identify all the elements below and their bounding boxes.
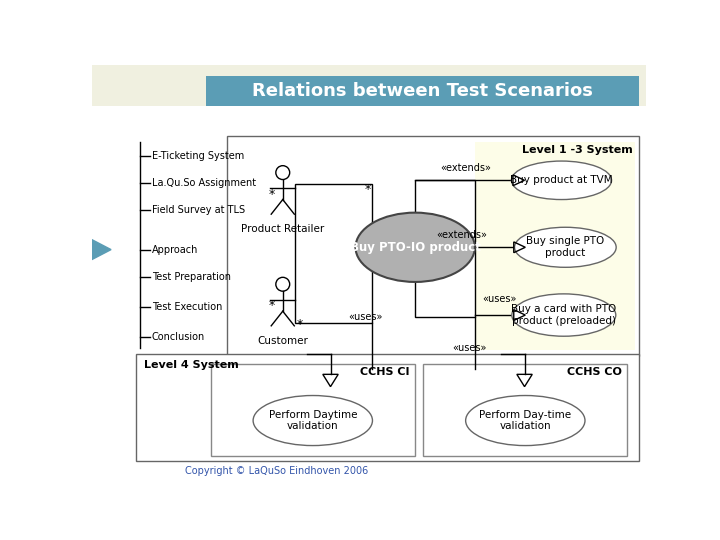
Text: Test Preparation: Test Preparation xyxy=(152,272,231,281)
Bar xyxy=(295,184,372,323)
Text: Conclusion: Conclusion xyxy=(152,332,205,342)
Text: Test Execution: Test Execution xyxy=(152,302,222,312)
Text: Level 4 System: Level 4 System xyxy=(144,360,239,370)
Text: La.Qu.So Assignment: La.Qu.So Assignment xyxy=(152,178,256,187)
Bar xyxy=(137,354,639,461)
Text: «extends»: «extends» xyxy=(436,231,487,240)
Text: *: * xyxy=(269,299,275,312)
Text: Level 1 -3 System: Level 1 -3 System xyxy=(523,145,633,155)
Bar xyxy=(475,142,634,350)
Text: CCHS CO: CCHS CO xyxy=(567,367,621,376)
Text: Relations between Test Scenarios: Relations between Test Scenarios xyxy=(252,82,593,100)
Text: Perform Daytime
validation: Perform Daytime validation xyxy=(269,410,357,431)
Text: *: * xyxy=(297,318,303,331)
Bar xyxy=(211,363,415,456)
Text: Approach: Approach xyxy=(152,245,198,254)
Text: Customer: Customer xyxy=(257,336,308,346)
Bar xyxy=(206,76,639,106)
Text: E-Ticketing System: E-Ticketing System xyxy=(152,151,244,161)
Polygon shape xyxy=(92,240,111,260)
Text: Buy single PTO
product: Buy single PTO product xyxy=(526,237,605,258)
Bar xyxy=(415,180,475,316)
Text: Copyright © LaQuSo Eindhoven 2006: Copyright © LaQuSo Eindhoven 2006 xyxy=(185,467,368,476)
Text: *: * xyxy=(365,183,372,196)
Ellipse shape xyxy=(356,213,475,282)
Text: «uses»: «uses» xyxy=(348,312,382,322)
Text: «extends»: «extends» xyxy=(440,163,491,173)
Text: Product Retailer: Product Retailer xyxy=(241,224,325,234)
Text: Field Survey at TLS: Field Survey at TLS xyxy=(152,205,245,214)
Text: Buy PTO-IO product: Buy PTO-IO product xyxy=(350,241,481,254)
Text: Buy product at TVM: Buy product at TVM xyxy=(510,176,613,185)
Ellipse shape xyxy=(515,227,616,267)
Bar xyxy=(227,136,639,356)
Text: «uses»: «uses» xyxy=(452,343,486,353)
Ellipse shape xyxy=(512,294,616,336)
Ellipse shape xyxy=(253,395,372,445)
Text: «uses»: «uses» xyxy=(482,294,517,303)
Text: Buy a card with PTO
product (preloaded): Buy a card with PTO product (preloaded) xyxy=(511,304,616,326)
Text: CCHS CI: CCHS CI xyxy=(360,367,410,376)
Text: *: * xyxy=(269,188,275,201)
Ellipse shape xyxy=(511,161,611,200)
Ellipse shape xyxy=(466,395,585,445)
Text: Perform Day-time
validation: Perform Day-time validation xyxy=(480,410,572,431)
Bar xyxy=(423,363,627,456)
